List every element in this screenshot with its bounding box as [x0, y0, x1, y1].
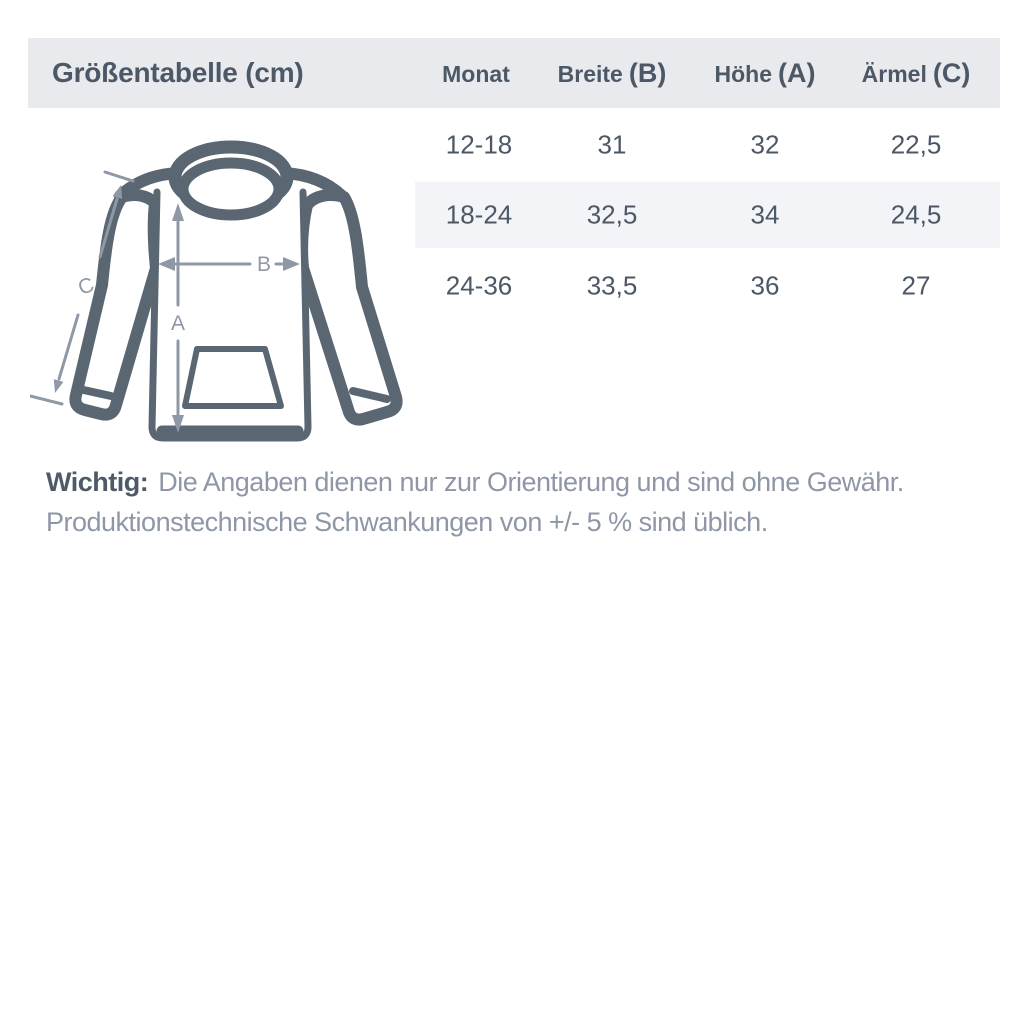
column-dim: (C) — [932, 58, 971, 88]
dimension-labels: A B C — [75, 253, 271, 335]
column-header-aermel: Ärmel (C) — [862, 38, 971, 108]
disclaimer-prefix: Wichtig: — [46, 467, 149, 497]
column-header-hoehe: Höhe (A) — [715, 38, 816, 108]
label-width-b: B — [257, 253, 271, 276]
arrowhead-a-up — [172, 203, 184, 221]
table-row-stripe — [415, 182, 1000, 248]
column-dim: (A) — [778, 58, 816, 88]
column-header-monat: Monat — [442, 38, 516, 108]
hoodie-pocket — [182, 346, 284, 409]
column-label: Monat — [442, 61, 510, 87]
label-sleeve-c: C — [75, 273, 97, 300]
table-cell-aermel: 24,5 — [890, 199, 942, 230]
column-dim: (B) — [628, 58, 667, 88]
table-cell-hoehe: 36 — [750, 270, 780, 301]
dimension-arrowheads — [53, 185, 300, 433]
table-cell-monat: 18-24 — [445, 199, 513, 230]
table-cell-monat: 12-18 — [445, 129, 513, 160]
column-label: Ärmel — [861, 61, 927, 87]
page-title: Größentabelle (cm) — [52, 57, 304, 88]
hoodie-sleeve-left — [69, 189, 162, 421]
arrowhead-b-right — [283, 257, 300, 271]
label-height-a: A — [171, 312, 185, 335]
arrowhead-a-down — [172, 415, 184, 433]
table-cell-breite: 32,5 — [586, 199, 638, 230]
hoodie-cuff-right — [349, 387, 391, 403]
disclaimer-line-1: Wichtig: Die Angaben dienen nur zur Orien… — [46, 462, 986, 502]
arrowhead-c-down — [53, 379, 64, 393]
column-header-breite: Breite (B) — [558, 38, 667, 108]
dimension-lines — [30, 170, 286, 419]
table-header-band — [28, 38, 1000, 108]
hoodie-cuff-left — [75, 385, 115, 400]
hoodie-measurement-diagram: A B C — [30, 140, 403, 442]
disclaimer-line-2: Produktionstechnische Schwankungen von +… — [46, 507, 768, 537]
table-cell-hoehe: 32 — [750, 129, 780, 160]
table-cell-monat: 24-36 — [445, 270, 513, 301]
table-cell-breite: 33,5 — [586, 270, 638, 301]
arrowhead-c-up — [112, 185, 123, 199]
table-cell-aermel: 22,5 — [890, 129, 942, 160]
dim-c-tick-top — [103, 170, 135, 183]
column-label: Breite — [557, 61, 623, 87]
dim-c-tick-bottom — [30, 394, 64, 406]
disclaimer-text: Die Angaben dienen nur zur Orientierung … — [158, 467, 904, 497]
hoodie-sleeve-right — [296, 189, 403, 426]
table-cell-hoehe: 34 — [750, 199, 780, 230]
disclaimer-note: Wichtig: Die Angaben dienen nur zur Orien… — [46, 462, 986, 542]
arrowhead-b-left — [158, 257, 175, 271]
hoodie-hood-opening — [177, 157, 285, 221]
table-cell-breite: 31 — [597, 129, 627, 160]
table-cell-aermel: 27 — [901, 270, 931, 301]
column-label: Höhe — [714, 61, 773, 87]
dim-c-line — [57, 197, 119, 381]
